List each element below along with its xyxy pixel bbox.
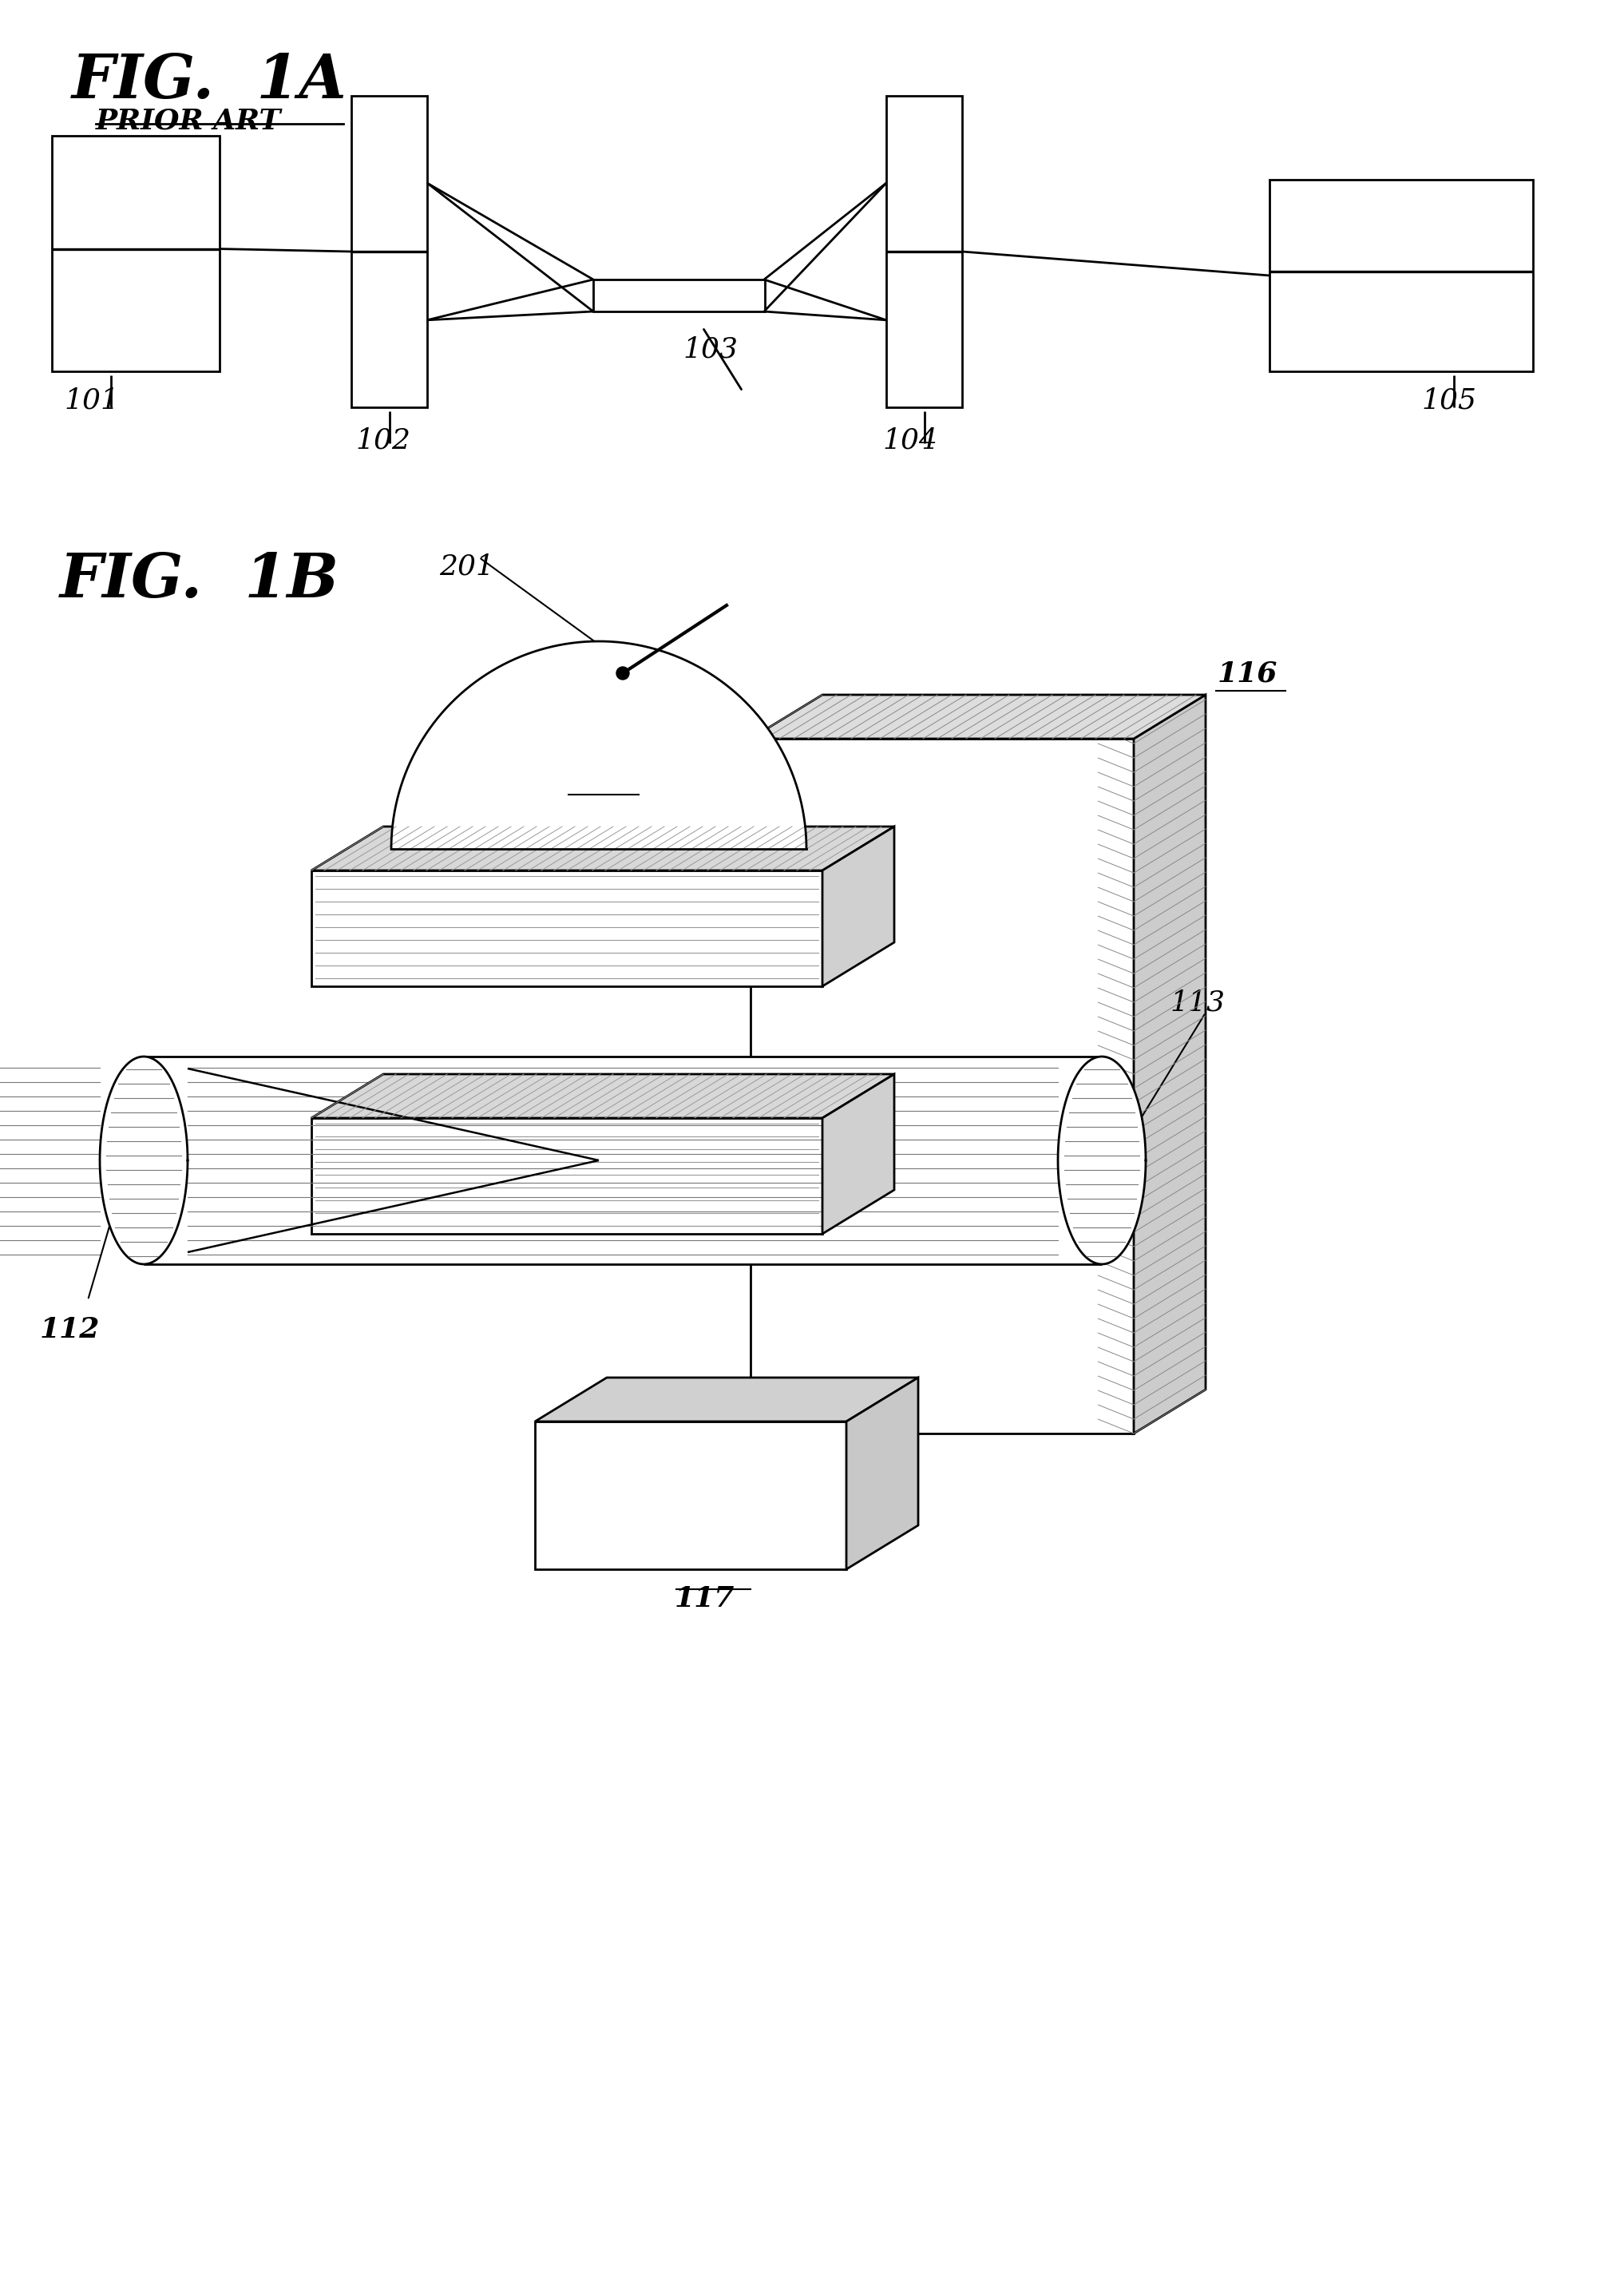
- Bar: [887, 96, 961, 408]
- Text: FIG.  1B: FIG. 1B: [60, 552, 339, 611]
- Bar: [1270, 180, 1533, 372]
- Text: 104: 104: [882, 426, 937, 454]
- Bar: [52, 137, 219, 372]
- Polygon shape: [846, 1377, 918, 1569]
- Text: 112: 112: [41, 1316, 101, 1343]
- Text: 115: 115: [328, 1154, 388, 1181]
- Text: 101: 101: [63, 388, 119, 415]
- Polygon shape: [99, 1056, 188, 1263]
- Polygon shape: [1134, 695, 1205, 1434]
- Circle shape: [617, 666, 628, 679]
- Text: 113: 113: [1169, 990, 1224, 1017]
- Bar: [351, 96, 427, 408]
- Bar: [534, 1420, 846, 1569]
- Polygon shape: [822, 828, 895, 987]
- Polygon shape: [534, 1377, 918, 1420]
- Text: 103: 103: [682, 335, 737, 363]
- Polygon shape: [750, 695, 1205, 739]
- Text: 105: 105: [1421, 388, 1476, 415]
- Bar: [312, 871, 822, 987]
- Text: 201: 201: [438, 554, 494, 581]
- Polygon shape: [312, 828, 895, 871]
- Text: 114: 114: [328, 907, 388, 935]
- Bar: [593, 280, 765, 312]
- Bar: [750, 739, 1134, 1434]
- Text: 102: 102: [356, 426, 411, 454]
- Text: PRIOR ART: PRIOR ART: [96, 107, 281, 135]
- Text: FIG.  1A: FIG. 1A: [71, 52, 348, 112]
- Text: 111: 111: [567, 771, 627, 798]
- Polygon shape: [391, 641, 807, 848]
- Polygon shape: [1057, 1056, 1147, 1263]
- Text: 117: 117: [674, 1585, 734, 1612]
- Polygon shape: [822, 1074, 895, 1233]
- Polygon shape: [312, 1074, 895, 1117]
- Text: 116: 116: [1218, 659, 1278, 686]
- Bar: [312, 1117, 822, 1233]
